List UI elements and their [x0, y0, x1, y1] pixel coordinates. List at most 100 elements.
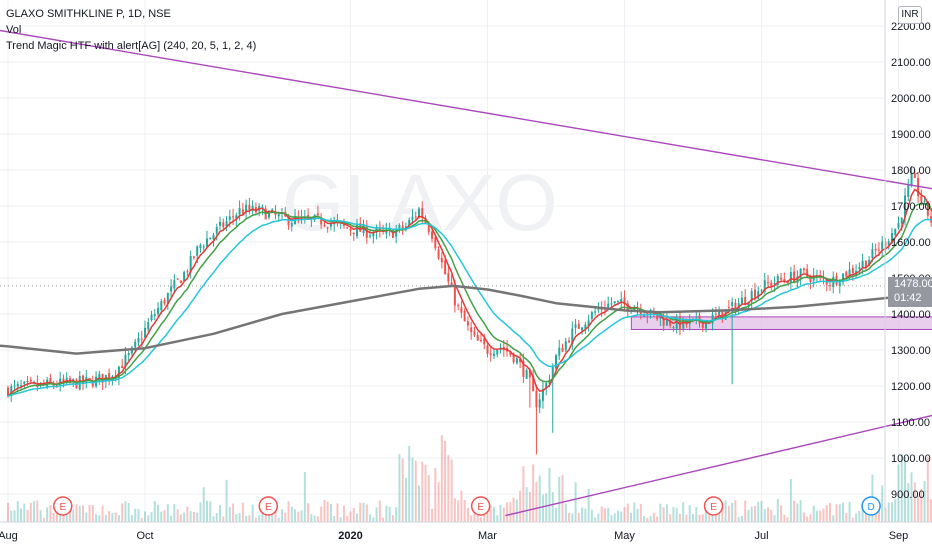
volume-bar: [662, 507, 665, 522]
candle: [352, 232, 355, 241]
candle-body: [610, 303, 613, 305]
candle-body: [783, 279, 786, 281]
volume-bar: [926, 456, 929, 522]
time-axis[interactable]: AugOct2020MarMayJulSepNov2021MarMayJul: [0, 521, 932, 542]
volume-bar: [232, 503, 235, 522]
volume-bar: [548, 467, 551, 522]
indicator-label[interactable]: Trend Magic HTF with alert[AG] (240, 20,…: [6, 40, 257, 52]
volume-bar: [346, 515, 349, 522]
candle-body: [385, 229, 388, 234]
volume-bar: [320, 506, 323, 522]
volume-bar: [137, 509, 140, 522]
candle-body: [607, 303, 610, 310]
candle-body: [796, 276, 799, 283]
volume-bar: [284, 512, 287, 522]
candle-body: [320, 216, 323, 225]
price-tick-label: 1900.00: [891, 129, 931, 141]
candle: [564, 337, 567, 353]
candle-body: [753, 289, 756, 298]
candle: [463, 308, 466, 322]
volume-bar: [649, 516, 652, 522]
volume-label[interactable]: Vol: [6, 24, 22, 36]
candle-body: [581, 327, 584, 331]
candle: [124, 346, 127, 374]
price-tick-label: 1800.00: [891, 165, 931, 177]
candle: [672, 325, 675, 332]
candle-body: [558, 347, 561, 356]
candle-body: [157, 308, 160, 315]
symbol-title[interactable]: GLAXO SMITHKLINE P, 1D, NSE: [6, 8, 171, 20]
ema_mid-line: [7, 202, 932, 397]
volume-bar: [356, 513, 359, 522]
candle-body: [587, 320, 590, 326]
currency-button[interactable]: INR: [898, 6, 922, 24]
candle-body: [532, 376, 535, 392]
volume-bar: [365, 504, 368, 522]
volume-bar: [486, 509, 489, 522]
candle: [225, 216, 228, 232]
volume-bar: [261, 506, 264, 522]
volume-bar: [574, 482, 577, 522]
candle: [150, 310, 153, 322]
volume-bar: [294, 509, 297, 522]
volume-bar: [652, 512, 655, 522]
event-marker: E: [703, 496, 724, 516]
volume-bar: [418, 485, 420, 522]
candle: [127, 350, 130, 361]
candle-body: [261, 206, 264, 208]
candle-body: [153, 314, 156, 317]
volume-bar: [183, 512, 186, 522]
volume-bar: [848, 501, 851, 522]
candle-body: [277, 214, 280, 217]
candle-body: [669, 320, 672, 326]
candle: [153, 308, 156, 321]
candle-body: [483, 338, 486, 345]
candle: [555, 353, 557, 370]
candle: [695, 310, 698, 325]
event-circle: [703, 496, 724, 516]
candle-body: [98, 373, 101, 378]
candle-body: [352, 232, 355, 235]
volume-bar: [881, 485, 884, 522]
candle-body: [212, 234, 215, 240]
candle-body: [672, 327, 675, 329]
candle-body: [127, 352, 130, 356]
candle-body: [864, 260, 867, 267]
candle-body: [890, 233, 893, 244]
volume-bar: [616, 510, 619, 522]
volume-bar: [336, 503, 339, 522]
candle-body: [29, 379, 32, 382]
candle-body: [718, 309, 721, 315]
volume-bar: [512, 497, 515, 522]
candle-body: [926, 201, 929, 216]
volume-bar: [744, 500, 747, 522]
candle: [522, 353, 525, 383]
candle: [395, 224, 398, 244]
candle: [620, 291, 623, 309]
candle-body: [620, 299, 623, 303]
candle-body: [235, 215, 238, 220]
trendlines[interactable]: [0, 1, 932, 517]
candle: [767, 275, 770, 289]
price-axis[interactable]: 2200.00 2100.00 2000.00 1900.00 1800.00 1700.…: [884, 0, 931, 522]
volume-bar: [352, 507, 355, 522]
volume-bar: [479, 517, 482, 522]
volume-bar: [82, 505, 85, 522]
candle-body: [770, 282, 773, 287]
candle-body: [571, 328, 574, 345]
candle: [179, 280, 182, 284]
candle: [176, 278, 179, 281]
candle-body: [476, 334, 479, 341]
volume-bar: [515, 499, 518, 522]
candle-body: [134, 341, 137, 348]
candle-body: [564, 341, 567, 351]
candle-body: [887, 241, 890, 246]
event-label: E: [477, 502, 484, 513]
volume-bar: [303, 471, 306, 522]
volume-bar: [773, 515, 776, 522]
price-tick-label: 1400.00: [891, 309, 931, 321]
volume-bar: [825, 505, 828, 522]
